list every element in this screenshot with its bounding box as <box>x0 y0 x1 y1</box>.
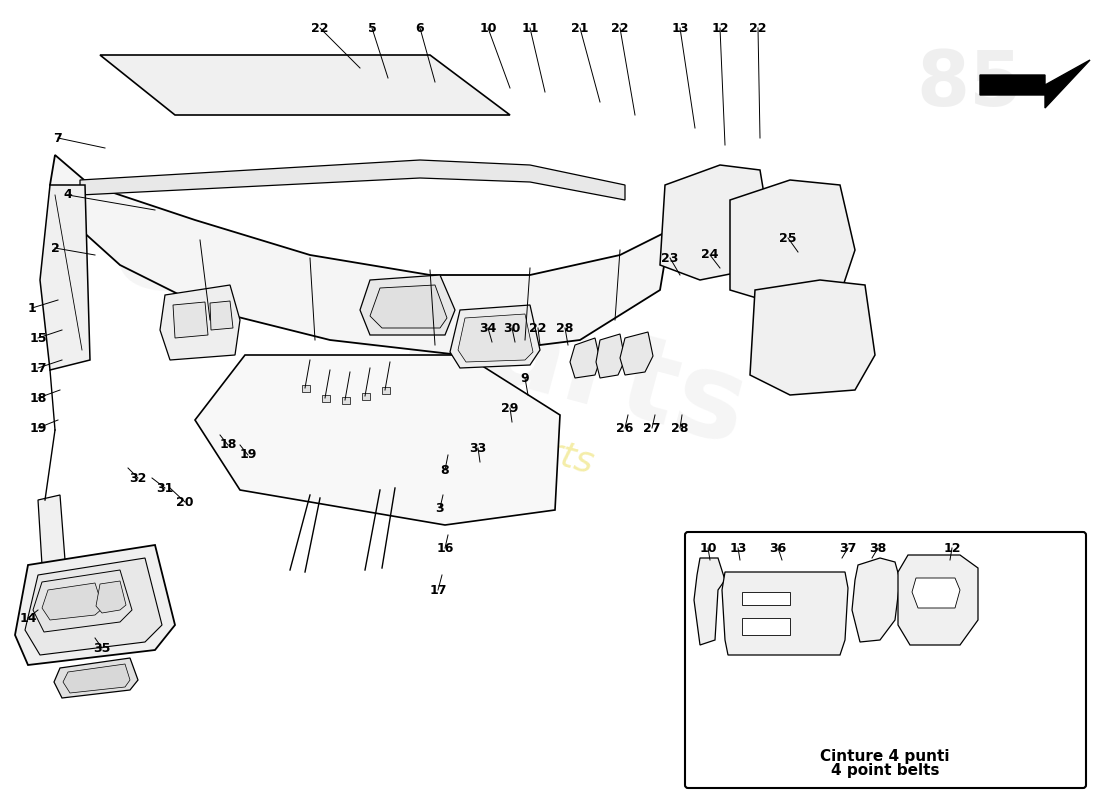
Text: 5: 5 <box>367 22 376 34</box>
Polygon shape <box>50 155 670 355</box>
Text: 2: 2 <box>51 242 59 254</box>
Text: 18: 18 <box>219 438 236 451</box>
Text: 19: 19 <box>240 449 256 462</box>
Text: 3: 3 <box>436 502 444 514</box>
Polygon shape <box>660 165 770 280</box>
Polygon shape <box>912 578 960 608</box>
Text: 18: 18 <box>30 391 46 405</box>
Polygon shape <box>39 495 65 565</box>
Polygon shape <box>852 558 900 642</box>
Text: 7: 7 <box>54 131 63 145</box>
Polygon shape <box>620 332 653 375</box>
Text: 22: 22 <box>749 22 767 34</box>
Text: Cinture 4 punti: Cinture 4 punti <box>821 750 949 765</box>
Polygon shape <box>458 314 534 362</box>
Text: 15: 15 <box>30 331 46 345</box>
Text: 36: 36 <box>769 542 786 554</box>
Text: 16: 16 <box>437 542 453 554</box>
Polygon shape <box>25 558 162 655</box>
Text: 27: 27 <box>644 422 661 434</box>
Polygon shape <box>570 338 600 378</box>
Polygon shape <box>898 555 978 645</box>
Text: a passion for parts: a passion for parts <box>263 360 597 480</box>
Polygon shape <box>63 664 130 693</box>
Polygon shape <box>980 60 1090 108</box>
Text: 33: 33 <box>470 442 486 454</box>
Polygon shape <box>173 302 208 338</box>
Text: 23: 23 <box>661 251 679 265</box>
Text: 28: 28 <box>671 422 689 434</box>
Polygon shape <box>96 581 126 613</box>
Text: 19: 19 <box>30 422 46 434</box>
Text: 28: 28 <box>557 322 574 334</box>
Text: 30: 30 <box>504 322 520 334</box>
Polygon shape <box>382 387 390 394</box>
Text: 38: 38 <box>869 542 887 554</box>
Polygon shape <box>100 55 510 115</box>
Text: 22: 22 <box>311 22 329 34</box>
Text: europarts: europarts <box>100 190 760 470</box>
Polygon shape <box>694 558 725 645</box>
Polygon shape <box>742 618 790 635</box>
Text: 12: 12 <box>944 542 960 554</box>
Polygon shape <box>730 180 855 305</box>
Text: 31: 31 <box>156 482 174 494</box>
Text: 25: 25 <box>779 231 796 245</box>
Polygon shape <box>15 545 175 665</box>
Text: 35: 35 <box>94 642 111 654</box>
Text: 6: 6 <box>416 22 425 34</box>
Text: 13: 13 <box>729 542 747 554</box>
Text: 9: 9 <box>520 371 529 385</box>
Polygon shape <box>195 355 560 525</box>
Text: 32: 32 <box>130 471 146 485</box>
Polygon shape <box>342 397 350 404</box>
Text: 12: 12 <box>712 22 728 34</box>
Text: 17: 17 <box>429 583 447 597</box>
Text: 26: 26 <box>616 422 634 434</box>
Text: 10: 10 <box>480 22 497 34</box>
Text: 85: 85 <box>916 48 1023 122</box>
Polygon shape <box>370 285 447 328</box>
Text: 21: 21 <box>571 22 588 34</box>
Polygon shape <box>360 275 455 335</box>
Text: 1: 1 <box>28 302 36 314</box>
Polygon shape <box>42 583 103 620</box>
Polygon shape <box>596 334 625 378</box>
Text: 14: 14 <box>20 611 36 625</box>
Polygon shape <box>750 280 874 395</box>
Text: 13: 13 <box>671 22 689 34</box>
Polygon shape <box>742 592 790 605</box>
Polygon shape <box>362 393 370 400</box>
Text: 17: 17 <box>30 362 46 374</box>
FancyBboxPatch shape <box>685 532 1086 788</box>
Polygon shape <box>33 570 132 632</box>
Text: 22: 22 <box>612 22 629 34</box>
Polygon shape <box>722 572 848 655</box>
Polygon shape <box>302 385 310 392</box>
Text: 37: 37 <box>839 542 857 554</box>
Text: 10: 10 <box>700 542 717 554</box>
Polygon shape <box>40 185 90 370</box>
Polygon shape <box>210 301 233 330</box>
Polygon shape <box>322 395 330 402</box>
Polygon shape <box>54 658 138 698</box>
Polygon shape <box>160 285 240 360</box>
Text: 22: 22 <box>529 322 547 334</box>
Text: 8: 8 <box>441 463 449 477</box>
Text: 4: 4 <box>64 189 73 202</box>
Text: 4 point belts: 4 point belts <box>830 763 939 778</box>
Text: 29: 29 <box>502 402 519 414</box>
Polygon shape <box>80 160 625 200</box>
Text: 11: 11 <box>521 22 539 34</box>
Polygon shape <box>450 305 540 368</box>
Text: 20: 20 <box>176 495 194 509</box>
Text: 24: 24 <box>702 249 718 262</box>
Text: 34: 34 <box>480 322 497 334</box>
